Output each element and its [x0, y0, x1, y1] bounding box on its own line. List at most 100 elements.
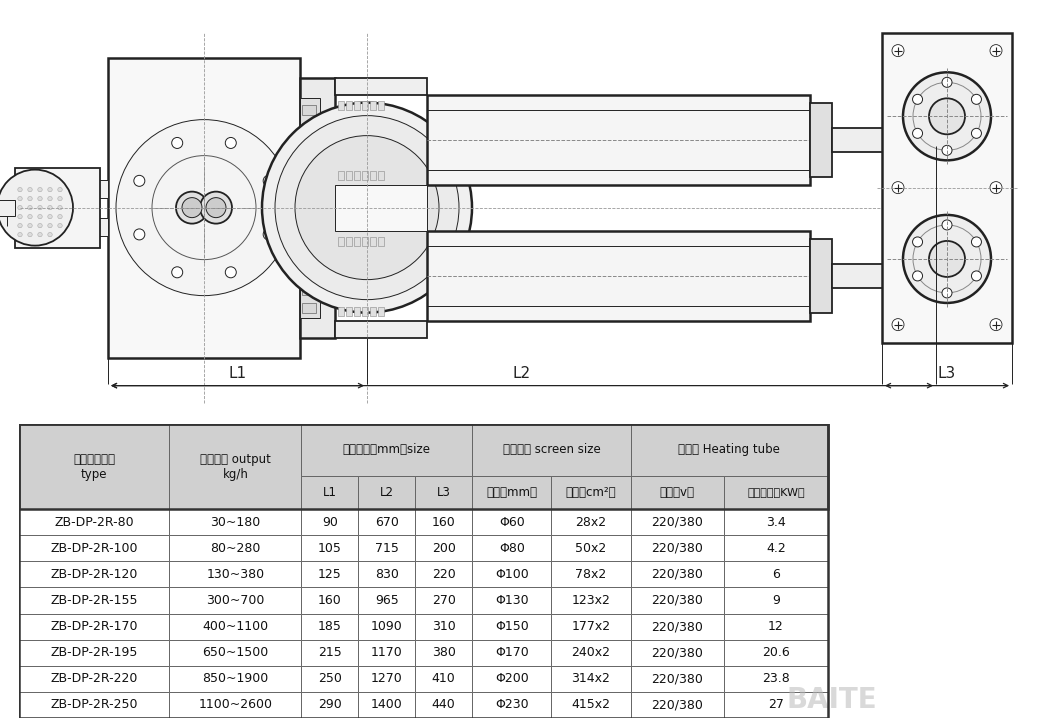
Bar	[358, 476, 415, 509]
Text: 220/380: 220/380	[651, 594, 703, 607]
Text: L1: L1	[323, 486, 337, 499]
Text: ZB-DP-2R-155: ZB-DP-2R-155	[51, 594, 138, 607]
Bar	[170, 613, 301, 639]
Bar	[724, 666, 827, 692]
Text: Φ60: Φ60	[499, 515, 525, 529]
Bar	[358, 613, 415, 639]
Text: 滤网尺寸 screen size: 滤网尺寸 screen size	[503, 443, 601, 456]
Bar	[301, 561, 358, 587]
Bar	[472, 692, 551, 718]
Bar	[335, 185, 427, 231]
Text: 加热器 Heating tube: 加热器 Heating tube	[679, 443, 780, 456]
Text: 650~1500: 650~1500	[202, 646, 269, 659]
Circle shape	[18, 196, 22, 201]
Bar	[302, 123, 316, 133]
Text: L2: L2	[513, 365, 531, 381]
Text: 电压（v）: 电压（v）	[660, 486, 695, 499]
Text: 410: 410	[432, 672, 455, 685]
Bar	[302, 177, 316, 186]
Text: 220/380: 220/380	[651, 672, 703, 685]
Bar	[472, 535, 551, 561]
Bar	[354, 101, 360, 109]
Text: 20.6: 20.6	[762, 646, 789, 659]
Bar	[362, 307, 368, 315]
Bar	[378, 101, 384, 109]
Bar	[302, 267, 316, 277]
Bar	[19, 424, 170, 509]
Bar	[301, 509, 358, 535]
Bar	[378, 170, 384, 180]
Circle shape	[942, 145, 952, 155]
Text: 177x2: 177x2	[571, 620, 610, 633]
Text: 400~1100: 400~1100	[202, 620, 269, 633]
Bar	[358, 561, 415, 587]
Bar	[301, 587, 358, 613]
Bar	[630, 613, 724, 639]
Circle shape	[206, 198, 226, 218]
Bar	[472, 561, 551, 587]
Circle shape	[892, 45, 904, 57]
Text: 290: 290	[318, 698, 341, 711]
Text: 220/380: 220/380	[651, 542, 703, 555]
Text: 105: 105	[318, 542, 341, 555]
Bar	[300, 98, 320, 318]
Circle shape	[972, 94, 981, 104]
Bar	[302, 302, 316, 312]
Text: 80~280: 80~280	[210, 542, 260, 555]
Bar	[346, 170, 352, 180]
Bar	[301, 692, 358, 718]
Bar	[19, 424, 827, 509]
Circle shape	[38, 215, 42, 219]
Circle shape	[913, 94, 922, 104]
Text: 670: 670	[375, 515, 398, 529]
Bar	[170, 692, 301, 718]
Circle shape	[892, 318, 904, 331]
Bar	[98, 180, 108, 198]
Bar	[724, 476, 827, 509]
Bar	[301, 535, 358, 561]
Bar	[472, 587, 551, 613]
Text: 830: 830	[375, 568, 398, 581]
Circle shape	[134, 175, 144, 186]
Text: ZB-DP-2R-170: ZB-DP-2R-170	[51, 620, 138, 633]
Circle shape	[47, 188, 53, 192]
Text: 240x2: 240x2	[571, 646, 610, 659]
Text: 220/380: 220/380	[651, 620, 703, 633]
Bar	[338, 170, 344, 180]
Bar	[335, 78, 427, 95]
Bar	[19, 692, 170, 718]
Bar	[724, 509, 827, 535]
Text: 310: 310	[432, 620, 455, 633]
Circle shape	[58, 223, 62, 228]
Bar	[170, 424, 301, 509]
Text: ZB-DP-2R-100: ZB-DP-2R-100	[51, 542, 138, 555]
Text: L1: L1	[229, 365, 247, 381]
Text: 130~380: 130~380	[207, 568, 265, 581]
Text: 220: 220	[432, 568, 455, 581]
Bar	[170, 561, 301, 587]
Circle shape	[226, 138, 236, 149]
Text: 加热功率（KW）: 加热功率（KW）	[747, 487, 805, 497]
Text: Φ130: Φ130	[495, 594, 528, 607]
Bar	[551, 535, 630, 561]
Circle shape	[226, 267, 236, 278]
Text: 6: 6	[772, 568, 780, 581]
Circle shape	[264, 229, 274, 240]
Bar	[551, 613, 630, 639]
Bar	[362, 236, 368, 246]
Bar	[630, 424, 827, 476]
Bar	[472, 509, 551, 535]
Circle shape	[295, 136, 440, 280]
Bar	[302, 285, 316, 294]
Bar	[724, 613, 827, 639]
Text: 适用产量 output
kg/h: 适用产量 output kg/h	[200, 452, 271, 481]
Circle shape	[27, 233, 33, 237]
Bar	[338, 236, 344, 246]
Circle shape	[172, 267, 182, 278]
Bar	[358, 692, 415, 718]
Bar	[362, 101, 368, 109]
Bar	[415, 561, 472, 587]
Bar	[98, 218, 108, 236]
Circle shape	[990, 182, 1002, 194]
Text: 78x2: 78x2	[575, 568, 607, 581]
